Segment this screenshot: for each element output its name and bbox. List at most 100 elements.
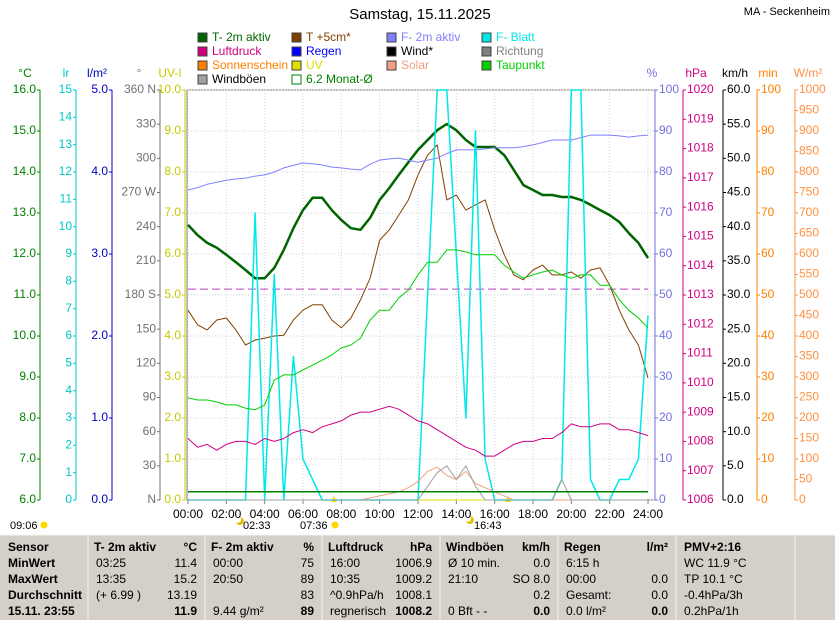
- y-tick-label: 1009: [687, 404, 714, 418]
- y-tick-label: 100: [659, 82, 679, 96]
- sun-icon: [331, 521, 339, 529]
- table-cell: regnerisch: [330, 604, 386, 618]
- legend-swatch: [291, 32, 302, 43]
- y-tick-label: 150: [799, 431, 819, 445]
- y-tick-label: 10.0: [158, 82, 182, 96]
- y-tick-label: 60: [761, 246, 775, 260]
- legend-label: Solar: [401, 58, 429, 72]
- annotation: 07:36: [300, 520, 328, 532]
- table-cell: 89: [301, 604, 315, 618]
- y-tick-label: 70: [659, 205, 673, 219]
- table-cell: WC 11.9 °C: [684, 556, 747, 570]
- y-tick-label: 90: [761, 123, 775, 137]
- y-tick-label: 500: [799, 287, 819, 301]
- table-header: hPa: [410, 540, 432, 554]
- y-tick-label: 5.0: [164, 287, 181, 301]
- y-tick-label: 9: [65, 246, 72, 260]
- series-line: [187, 249, 649, 411]
- y-tick-label: 12.0: [13, 246, 37, 260]
- y-tick-label: 1.0: [91, 410, 108, 424]
- y-tick-label: N: [147, 492, 156, 506]
- table-cell: 11.4: [175, 556, 198, 570]
- y-tick-label: 0: [659, 492, 666, 506]
- table-cell: 75: [301, 556, 315, 570]
- y-tick-label: 1015: [687, 229, 714, 243]
- y-tick-label: 60: [143, 424, 157, 438]
- y-tick-label: 1007: [687, 463, 714, 477]
- x-tick-label: 00:00: [173, 507, 203, 521]
- y-tick-label: 900: [799, 123, 819, 137]
- y-tick-label: 5.0: [91, 82, 108, 96]
- y-tick-label: 4.0: [164, 328, 181, 342]
- y-tick-label: 12: [59, 164, 73, 178]
- table-header: Regen: [564, 540, 601, 554]
- y-tick-label: 0: [65, 492, 72, 506]
- y-tick-label: 50.0: [727, 151, 751, 165]
- series-line: [187, 134, 649, 191]
- table-cell: 0.2hPa/1h: [684, 604, 739, 618]
- y-tick-label: 14: [59, 110, 73, 124]
- table-cell: 20:50: [213, 572, 243, 586]
- table-cell: 15.2: [174, 572, 198, 586]
- legend-label: Regen: [306, 44, 341, 58]
- x-tick-label: 08:00: [326, 507, 356, 521]
- y-tick-label: 7.0: [19, 451, 36, 465]
- y-tick-label: 40: [659, 328, 673, 342]
- table-background: [0, 535, 835, 620]
- y-tick-label: 950: [799, 103, 819, 117]
- table-cell: 1006.9: [395, 556, 432, 570]
- table-cell: (+ 6.99 ): [96, 588, 141, 602]
- legend-swatch: [197, 74, 208, 85]
- table-header: Windböen: [446, 540, 504, 554]
- y-tick-label: 210: [136, 253, 156, 267]
- y-tick-label: 14.0: [13, 164, 37, 178]
- y-tick-label: 4.0: [91, 164, 108, 178]
- y-tick-label: 80: [659, 164, 673, 178]
- row-label: MinWert: [8, 556, 55, 570]
- y-tick-label: 350: [799, 349, 819, 363]
- y-tick-label: 15.0: [727, 390, 751, 404]
- y-tick-label: 200: [799, 410, 819, 424]
- table-cell: TP 10.1 °C: [684, 572, 743, 586]
- chart-title: Samstag, 15.11.2025: [349, 6, 491, 23]
- y-tick-label: 11: [60, 192, 73, 206]
- y-tick-label: 55.0: [727, 116, 751, 130]
- legend-swatch: [386, 60, 397, 71]
- legend-swatch: [386, 32, 397, 43]
- row-label: 15.11. 23:55: [8, 604, 75, 618]
- annotation: 16:43: [474, 520, 502, 532]
- day-length: 09:06: [10, 520, 38, 532]
- y-tick-label: 100: [799, 451, 819, 465]
- y-tick-label: 400: [799, 328, 819, 342]
- x-tick-label: 06:00: [288, 507, 318, 521]
- legend-swatch: [481, 46, 492, 57]
- y-tick-label: 0: [761, 492, 768, 506]
- legend-swatch: [197, 60, 208, 71]
- y-tick-label: 16.0: [13, 82, 37, 96]
- y-tick-label: 8.0: [164, 164, 181, 178]
- y-tick-label: 90: [143, 390, 157, 404]
- row-label: MaxWert: [8, 572, 58, 586]
- table-cell: 00:00: [213, 556, 243, 570]
- y-tick-label: 3.0: [164, 369, 181, 383]
- y-tick-label: 9.0: [19, 369, 36, 383]
- legend-label: T +5cm*: [306, 30, 351, 44]
- axis-title: W/m²: [794, 66, 823, 80]
- table-cell: 6:15 h: [566, 556, 599, 570]
- y-tick-label: 1: [65, 465, 72, 479]
- y-tick-label: 5.0: [727, 458, 744, 472]
- y-tick-label: 700: [799, 205, 819, 219]
- table-cell: 16:00: [330, 556, 360, 570]
- x-tick-label: 20:00: [556, 507, 586, 521]
- axis-title: km/h: [722, 66, 748, 80]
- legend-label: Taupunkt: [496, 58, 545, 72]
- y-tick-label: 10.0: [727, 424, 751, 438]
- table-cell: 0 Bft - -: [448, 604, 487, 618]
- row-label: Durchschnitt: [8, 588, 82, 602]
- y-tick-label: 8.0: [19, 410, 36, 424]
- y-tick-label: 30: [659, 369, 673, 383]
- y-tick-label: 90: [659, 123, 673, 137]
- x-tick-label: 02:00: [211, 507, 241, 521]
